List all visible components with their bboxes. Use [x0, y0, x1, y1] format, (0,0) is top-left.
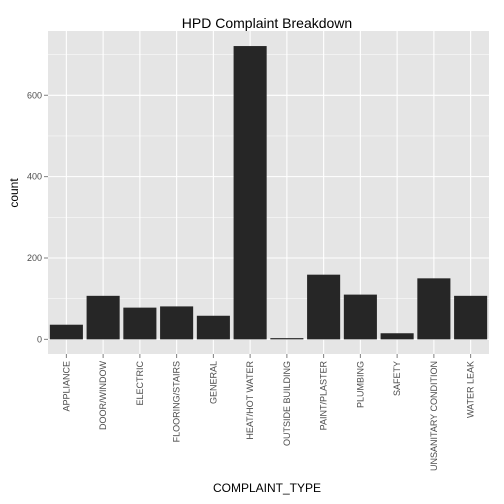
bar	[196, 315, 230, 340]
bar	[454, 295, 488, 340]
y-tick-label: 200	[27, 253, 42, 263]
x-tick-label: FLOORING/STAIRS	[172, 361, 182, 442]
x-tick-label: UNSANITARY CONDITION	[429, 361, 439, 471]
bars	[49, 46, 488, 340]
chart-title: HPD Complaint Breakdown	[182, 15, 352, 31]
y-axis-title: count	[7, 178, 21, 208]
x-tick-label: DOOR/WINDOW	[98, 361, 108, 430]
bar	[86, 295, 120, 340]
x-axis-ticks: APPLIANCE DOOR/WINDOW ELECTRIC FLOORING/STA…	[61, 354, 476, 471]
x-tick-label: APPLIANCE	[61, 361, 71, 412]
x-tick-label: WATER LEAK	[466, 361, 476, 418]
y-tick-label: 400	[27, 172, 42, 182]
bar	[343, 294, 377, 340]
bar	[49, 324, 83, 340]
x-tick-label: PAINT/PLASTER	[319, 361, 329, 431]
x-tick-label: GENERAL	[208, 361, 218, 404]
bar	[417, 278, 451, 340]
bar	[160, 306, 194, 340]
y-tick-label: 0	[37, 334, 42, 344]
bar	[380, 333, 414, 340]
x-axis-title: COMPLAINT_TYPE	[213, 481, 321, 495]
x-tick-label: ELECTRIC	[135, 361, 145, 406]
x-tick-label: SAFETY	[392, 361, 402, 396]
y-axis-ticks: 0 200 400 600	[27, 90, 48, 344]
x-tick-label: OUTSIDE BUILDING	[282, 361, 292, 446]
bar	[270, 338, 304, 340]
bar	[233, 46, 267, 340]
y-tick-label: 600	[27, 90, 42, 100]
x-tick-label: HEAT/HOT WATER	[245, 361, 255, 440]
bar	[307, 274, 341, 340]
plot-panel	[48, 31, 489, 354]
x-tick-label: PLUMBING	[355, 361, 365, 408]
bar	[123, 307, 157, 340]
